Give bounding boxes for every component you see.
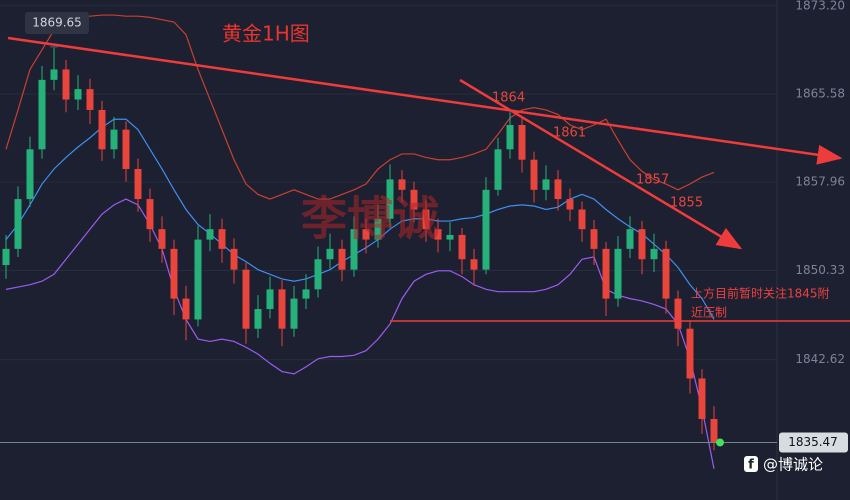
- candle-body: [494, 149, 502, 190]
- candle-body: [518, 125, 526, 160]
- candle-body: [146, 199, 154, 230]
- candle-body: [122, 129, 130, 169]
- candle-body: [674, 298, 682, 329]
- candle-body: [626, 229, 634, 249]
- candle-body: [326, 248, 334, 260]
- candle-body: [290, 298, 298, 329]
- level-label: 1857: [636, 173, 669, 188]
- candle-body: [230, 248, 238, 270]
- watermark: 李博诚: [301, 192, 439, 246]
- level-label: 1855: [670, 196, 703, 211]
- y-tick-label: 1865.58: [795, 86, 845, 100]
- last-price-label: 1835.47: [788, 435, 838, 449]
- candle-body: [134, 168, 142, 200]
- candle-body: [710, 418, 718, 443]
- candle-body: [62, 69, 70, 100]
- band-line: [5, 118, 715, 320]
- candle-body: [14, 199, 22, 249]
- candle-body: [98, 109, 106, 150]
- logo-letter: f: [748, 458, 754, 473]
- candle-body: [686, 328, 694, 379]
- candle-body: [170, 248, 178, 299]
- candle-body: [374, 218, 382, 240]
- note: 近压制: [691, 306, 727, 320]
- candle-body: [206, 229, 214, 240]
- y-tick-label: 1873.20: [795, 0, 845, 12]
- candle-body: [2, 248, 10, 266]
- candle-body: [410, 189, 418, 210]
- candle-body: [242, 269, 250, 329]
- y-tick-label: 1850.33: [795, 263, 845, 277]
- trend-line: [459, 78, 743, 250]
- candle-body: [422, 209, 430, 230]
- candle-body: [194, 239, 202, 320]
- candle-body: [638, 229, 646, 260]
- chart-title: 黄金1H图: [222, 22, 310, 46]
- candle-body: [602, 248, 610, 299]
- candle-body: [446, 234, 454, 240]
- candle-body: [434, 229, 442, 240]
- last-price-box: [779, 432, 848, 453]
- candle-body: [74, 89, 82, 100]
- candle-body: [578, 209, 586, 230]
- candle-body: [266, 289, 274, 310]
- candle-body: [482, 189, 490, 270]
- candle-body: [530, 159, 538, 190]
- candle-body: [362, 229, 370, 240]
- footer: @博诚论: [763, 456, 823, 474]
- candle-body: [590, 229, 598, 249]
- candle-body: [506, 125, 514, 150]
- candle-body: [338, 248, 346, 270]
- candle-body: [662, 248, 670, 299]
- trend-line: [7, 36, 843, 165]
- candle-body: [314, 259, 322, 290]
- candle-body: [698, 378, 706, 419]
- y-tick-label: 1857.96: [795, 175, 845, 189]
- logo-icon: [744, 456, 758, 472]
- candle-body: [458, 234, 466, 260]
- candle-body: [542, 179, 550, 190]
- candle-body: [554, 179, 562, 200]
- candle-body: [566, 199, 574, 210]
- band-line: [5, 198, 715, 469]
- candle-body: [350, 229, 358, 270]
- level-label: 1861: [553, 126, 586, 141]
- candle-body: [470, 259, 478, 270]
- high-label: 1869.65: [32, 16, 82, 30]
- candle-body: [302, 289, 310, 299]
- candle-body: [182, 298, 190, 320]
- note: 上方目前暂时关注1845附: [691, 286, 830, 301]
- candle-body: [278, 289, 286, 329]
- candle-body: [38, 79, 46, 150]
- candle-body: [158, 229, 166, 249]
- candle-body: [650, 248, 658, 260]
- candle-body: [110, 129, 118, 150]
- candle-body: [26, 149, 34, 200]
- last-price-dot: [716, 438, 724, 447]
- candle-body: [398, 179, 406, 190]
- candle-body: [254, 309, 262, 329]
- high-label-box: [25, 12, 89, 34]
- candle-body: [218, 229, 226, 249]
- candle-body: [50, 69, 58, 80]
- candle-body: [614, 248, 622, 299]
- y-tick-label: 1842.62: [795, 352, 845, 366]
- candle-body: [386, 179, 394, 219]
- level-label: 1864: [492, 91, 525, 106]
- candle-body: [86, 89, 94, 110]
